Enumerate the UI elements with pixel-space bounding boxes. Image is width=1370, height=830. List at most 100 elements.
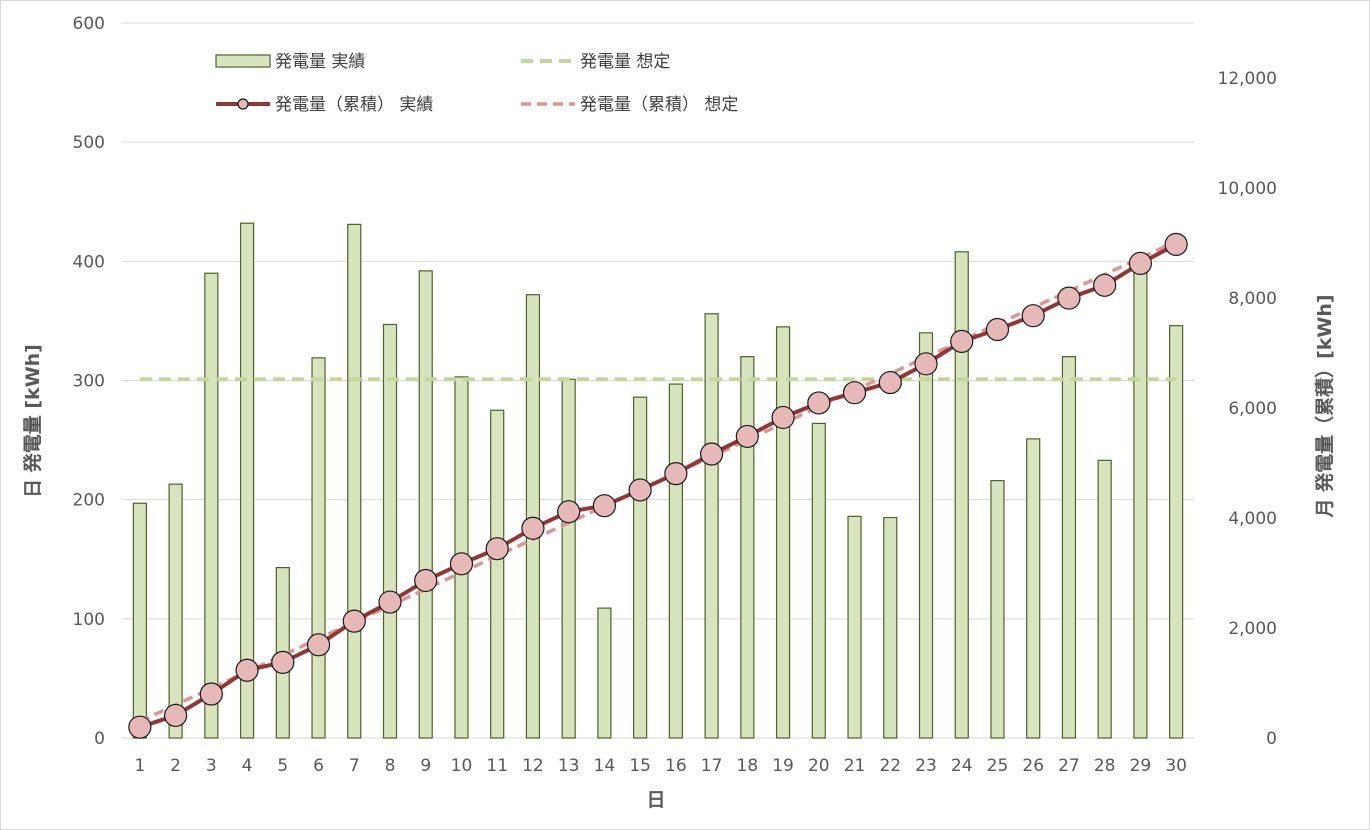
x-tick-label: 5 xyxy=(277,756,288,776)
cumulative-point xyxy=(485,537,509,561)
x-tick-label: 21 xyxy=(844,756,866,776)
x-tick-label: 9 xyxy=(420,756,431,776)
bar xyxy=(132,502,147,739)
axes: 0 100 200 300 400 500 600 0 2,000 4,000 6,000 8,000… xyxy=(73,14,1277,776)
line-series xyxy=(128,232,1188,739)
bar xyxy=(561,378,576,739)
cumulative-point xyxy=(449,552,474,576)
x-tick-label: 4 xyxy=(242,756,253,776)
y2-tick-label: 6,000 xyxy=(1228,399,1277,419)
legend-label: 発電量 実績 xyxy=(275,52,365,72)
cumulative-point xyxy=(842,381,867,405)
x-tick-label: 6 xyxy=(313,756,324,776)
cumulative-point xyxy=(128,715,152,739)
y2-tick-label: 2,000 xyxy=(1228,619,1277,639)
y2-tick-label: 4,000 xyxy=(1228,509,1277,529)
x-tick-label: 7 xyxy=(349,756,360,776)
cumulative-point xyxy=(557,500,581,524)
x-tick-label: 18 xyxy=(737,756,759,776)
x-tick-label: 20 xyxy=(808,756,830,776)
x-tick-label: 29 xyxy=(1130,756,1152,776)
bar xyxy=(704,313,719,739)
bar xyxy=(1026,438,1041,739)
cumulative-point xyxy=(592,494,617,518)
bar-series xyxy=(132,222,1184,739)
bar xyxy=(490,409,505,739)
x-tick-label: 26 xyxy=(1022,756,1044,776)
y2-tick-label: 12,000 xyxy=(1218,69,1277,89)
x-tick-label: 30 xyxy=(1165,756,1187,776)
actual-cumulative-line xyxy=(139,242,1178,730)
legend-label: 発電量（累積） 実績 xyxy=(275,95,433,115)
cumulative-point xyxy=(771,405,795,430)
x-tick-label: 22 xyxy=(879,756,901,776)
cumulative-point xyxy=(306,633,331,657)
bar xyxy=(668,383,683,739)
legend-item-cumulative-expected: 発電量（累積） 想定 xyxy=(521,95,738,115)
cumulative-point xyxy=(914,352,938,376)
bar xyxy=(1169,325,1184,739)
bar xyxy=(740,356,755,739)
cumulative-point xyxy=(1093,273,1117,297)
x-tick-label: 24 xyxy=(951,756,973,776)
y2-tick-label: 8,000 xyxy=(1228,289,1277,309)
bar xyxy=(1133,263,1148,739)
bar xyxy=(883,516,898,739)
cumulative-point xyxy=(699,442,724,466)
x-tick-label: 12 xyxy=(522,756,544,776)
cumulative-point xyxy=(878,370,902,395)
x-tick-label: 19 xyxy=(772,756,794,776)
cumulative-point xyxy=(1128,251,1153,276)
y-axis-title: 日 発電量 [kWh] xyxy=(21,344,44,498)
y2-axis-title: 月 発電量（累積）[kWh] xyxy=(1313,294,1336,518)
cumulative-point xyxy=(414,568,438,593)
y-tick-label: 600 xyxy=(73,14,105,34)
y-tick-label: 200 xyxy=(73,491,105,511)
cumulative-point xyxy=(164,703,188,728)
bar xyxy=(775,326,791,739)
cumulative-point xyxy=(378,590,402,614)
x-tick-label: 15 xyxy=(629,756,651,776)
y-tick-label: 400 xyxy=(73,252,105,272)
legend-label: 発電量 想定 xyxy=(580,52,670,72)
legend-item-daily-actual: 発電量 実績 xyxy=(215,52,365,72)
x-tick-label: 13 xyxy=(558,756,580,776)
y-tick-label: 300 xyxy=(73,372,105,392)
cumulative-point xyxy=(985,317,1010,342)
bar xyxy=(525,294,541,739)
legend-swatch xyxy=(215,54,271,68)
x-tick-label: 2 xyxy=(170,756,181,776)
cumulative-point xyxy=(664,462,688,486)
cumulative-point xyxy=(950,329,974,353)
cumulative-point xyxy=(807,391,831,415)
x-tick-label: 11 xyxy=(486,756,508,776)
x-tick-label: 1 xyxy=(134,756,145,776)
cumulative-point xyxy=(235,658,259,682)
cumulative-point xyxy=(735,424,759,449)
bar xyxy=(382,323,398,739)
legend-marker xyxy=(237,98,249,110)
x-axis-title: 日 xyxy=(646,789,665,811)
x-tick-label: 10 xyxy=(451,756,473,776)
cumulative-point xyxy=(1021,304,1045,328)
bar xyxy=(954,251,969,739)
cumulative-point xyxy=(271,650,295,674)
cumulative-point xyxy=(1057,286,1081,310)
bar xyxy=(847,515,862,739)
legend-item-daily-expected: 発電量 想定 xyxy=(521,52,670,72)
bar xyxy=(311,357,326,739)
bar xyxy=(918,332,934,739)
cumulative-point xyxy=(628,478,652,502)
x-tick-label: 16 xyxy=(665,756,687,776)
cumulative-point xyxy=(1164,232,1188,256)
x-tick-label: 3 xyxy=(206,756,217,776)
y2-tick-label: 0 xyxy=(1266,729,1277,749)
bar xyxy=(1061,356,1077,739)
x-tick-label: 25 xyxy=(987,756,1009,776)
x-tick-label: 14 xyxy=(594,756,616,776)
bar xyxy=(168,483,183,739)
cumulative-point xyxy=(199,682,223,706)
bar xyxy=(597,607,612,739)
